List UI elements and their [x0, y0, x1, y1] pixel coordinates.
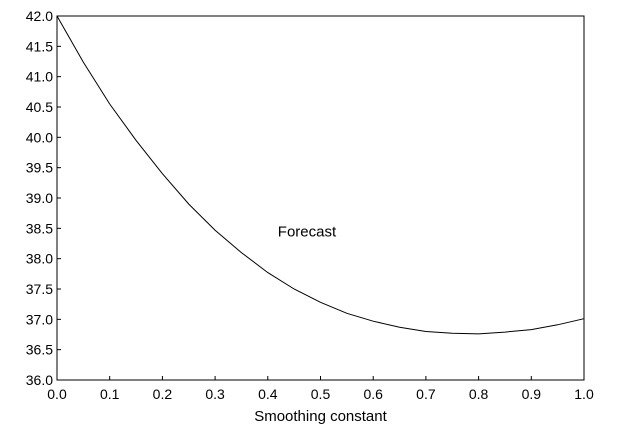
annotation-label: Forecast — [278, 223, 337, 240]
y-tick-label: 39.5 — [26, 160, 53, 176]
y-tick-label: 40.0 — [26, 129, 53, 145]
y-tick-label: 41.0 — [26, 69, 53, 85]
y-tick-label: 38.5 — [26, 220, 53, 236]
x-tick-label: 0.2 — [153, 386, 173, 402]
x-tick-label: 0.5 — [311, 386, 331, 402]
x-axis-title: Smoothing constant — [254, 408, 387, 425]
y-tick-label: 37.0 — [26, 311, 53, 327]
y-tick-label: 41.5 — [26, 38, 53, 54]
y-tick-label: 38.0 — [26, 251, 53, 267]
plot-frame — [56, 15, 585, 381]
x-axis: 0.0 0.1 0.2 0.3 0.4 0.5 0.6 0.7 0.8 0.9 1.0 — [47, 376, 594, 402]
x-tick-label: 0.9 — [522, 386, 542, 402]
y-tick-label: 40.5 — [26, 99, 53, 115]
x-tick-label: 0.1 — [100, 386, 120, 402]
y-tick-label: 36.0 — [26, 372, 53, 388]
x-tick-label: 0.8 — [469, 386, 489, 402]
x-tick-label: 0.6 — [363, 386, 383, 402]
y-tick-label: 37.5 — [26, 281, 53, 297]
y-tick-label: 39.0 — [26, 190, 53, 206]
y-axis: 36.0 36.5 37.0 37.5 38.0 38.5 39.0 39.5 40.0 40.5… — [26, 8, 61, 388]
x-tick-label: 1.0 — [574, 386, 594, 402]
y-tick-label: 36.5 — [26, 342, 53, 358]
x-tick-label: 0.7 — [416, 386, 436, 402]
x-tick-label: 0.4 — [258, 386, 278, 402]
forecast-line — [56, 15, 585, 335]
y-tick-label: 42.0 — [26, 8, 53, 24]
x-tick-label: 0.0 — [47, 386, 67, 402]
x-tick-label: 0.3 — [205, 386, 225, 402]
